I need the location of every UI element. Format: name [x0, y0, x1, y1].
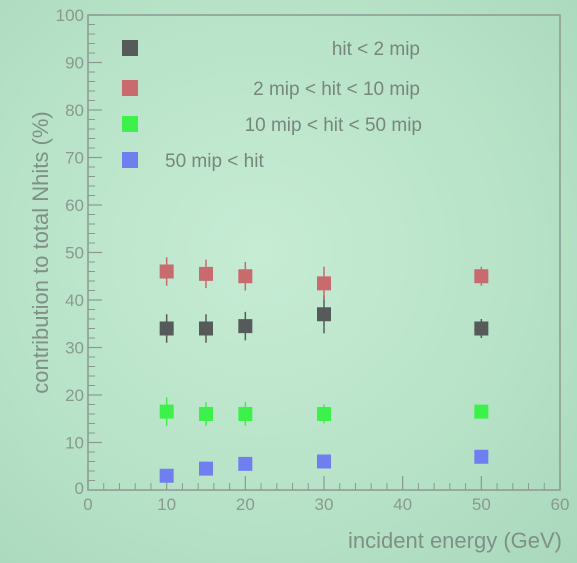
- y-tick-label-zero: 0: [75, 479, 84, 498]
- data-point: [159, 468, 174, 483]
- x-axis-title: incident energy (GeV): [348, 528, 562, 553]
- data-point: [238, 407, 253, 421]
- data-point: [238, 456, 253, 471]
- data-point: [317, 276, 331, 291]
- y-tick-label: 90: [65, 54, 84, 73]
- y-tick-label: 60: [65, 196, 84, 215]
- data-point: [199, 321, 213, 336]
- data-point: [159, 264, 174, 279]
- y-tick-label: 40: [65, 291, 84, 310]
- y-tick-label: 30: [65, 339, 84, 358]
- x-tick-label: 60: [551, 495, 570, 514]
- x-tick-label: 10: [157, 495, 176, 514]
- y-tick-label: 20: [65, 386, 84, 405]
- data-point: [199, 266, 213, 281]
- y-tick-label: 70: [65, 149, 84, 168]
- legend-label: 10 mip < hit < 50 mip: [245, 115, 422, 136]
- data-point: [474, 404, 489, 419]
- data-points: [159, 257, 489, 483]
- data-point: [317, 407, 331, 421]
- data-point: [474, 449, 489, 464]
- legend-label: 50 mip < hit: [165, 151, 264, 172]
- legend: hit < 2 mip 2 mip < hit < 10 mip 10 mip < …: [122, 39, 422, 172]
- legend-marker: [122, 116, 138, 132]
- legend-label: 2 mip < hit < 10 mip: [253, 79, 420, 100]
- data-point: [238, 319, 253, 334]
- data-point: [159, 404, 174, 419]
- data-point: [317, 307, 331, 322]
- legend-marker: [122, 40, 138, 56]
- y-axis: 10 20 30 40 50 60 70 80 90 100 0: [56, 6, 102, 498]
- x-tick-label: 50: [472, 495, 491, 514]
- data-point: [317, 454, 331, 469]
- y-tick-label: 100: [56, 6, 84, 25]
- data-point: [238, 269, 253, 284]
- legend-marker: [122, 152, 138, 168]
- data-point: [159, 321, 174, 336]
- y-tick-label: 50: [65, 244, 84, 263]
- x-tick-label: 40: [393, 495, 412, 514]
- y-axis-title: contribution to total Nhits (%): [28, 111, 53, 393]
- y-tick-label: 80: [65, 101, 84, 120]
- data-point: [199, 407, 213, 421]
- x-tick-label: 20: [236, 495, 255, 514]
- data-point: [474, 269, 489, 284]
- legend-marker: [122, 80, 138, 96]
- data-point: [474, 321, 489, 336]
- x-axis: 0 10 20 30 40 50 60: [83, 476, 569, 514]
- x-tick-label: 30: [315, 495, 334, 514]
- x-tick-label: 0: [83, 495, 92, 514]
- data-point: [199, 461, 213, 476]
- legend-label: hit < 2 mip: [332, 39, 420, 60]
- y-tick-label: 10: [65, 434, 84, 453]
